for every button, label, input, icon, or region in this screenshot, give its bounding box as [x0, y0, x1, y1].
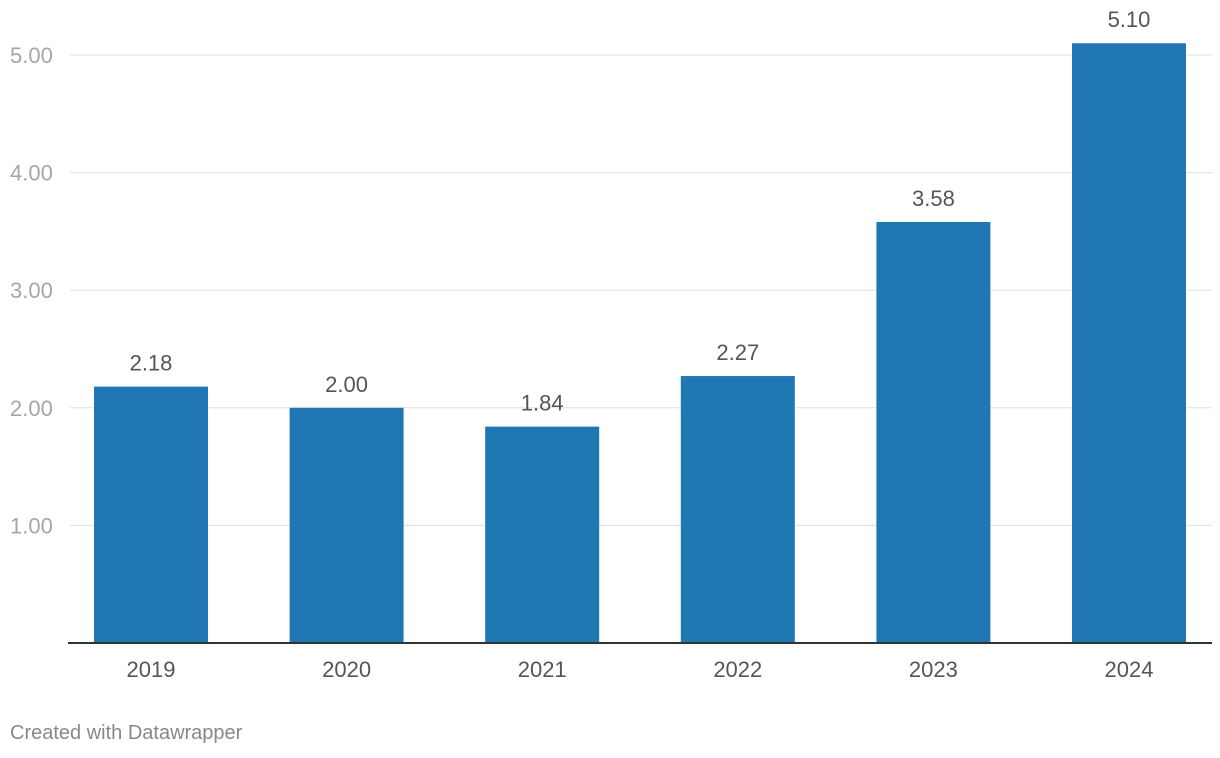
- x-tick-label: 2022: [713, 657, 762, 682]
- data-label: 2.00: [325, 372, 368, 397]
- bar-2023: [876, 221, 991, 643]
- y-tick-label: 1.00: [10, 513, 53, 538]
- x-tick-label: 2021: [518, 657, 567, 682]
- x-tick-label: 2020: [322, 657, 371, 682]
- x-tick-label: 2023: [909, 657, 958, 682]
- x-axis: 2019 2020 2021 2022 2023 2024: [68, 642, 1212, 682]
- y-tick-label: 3.00: [10, 278, 53, 303]
- y-tick-label: 4.00: [10, 161, 53, 186]
- x-tick-label: 2024: [1105, 657, 1154, 682]
- bar-2022: [680, 376, 795, 643]
- x-tick-label: 2019: [127, 657, 176, 682]
- bar-2021: [485, 426, 600, 643]
- bar-2019: [94, 386, 208, 643]
- data-label: 2.27: [716, 340, 759, 365]
- y-tick-label: 5.00: [10, 43, 53, 68]
- credit-text: Created with Datawrapper: [10, 722, 243, 744]
- data-label: 2.18: [130, 351, 173, 376]
- gridlines: [70, 54, 1212, 526]
- data-label: 3.58: [912, 186, 955, 211]
- bar-2020: [289, 407, 404, 643]
- data-label: 5.10: [1108, 7, 1151, 32]
- data-labels: 2.18 2.00 1.84 2.27 3.58 5.10: [130, 7, 1151, 415]
- y-axis: 1.00 2.00 3.00 4.00 5.00: [10, 43, 53, 538]
- y-tick-label: 2.00: [10, 396, 53, 421]
- bar-2024: [1072, 43, 1186, 644]
- bars: [94, 43, 1186, 644]
- data-label: 1.84: [521, 391, 564, 416]
